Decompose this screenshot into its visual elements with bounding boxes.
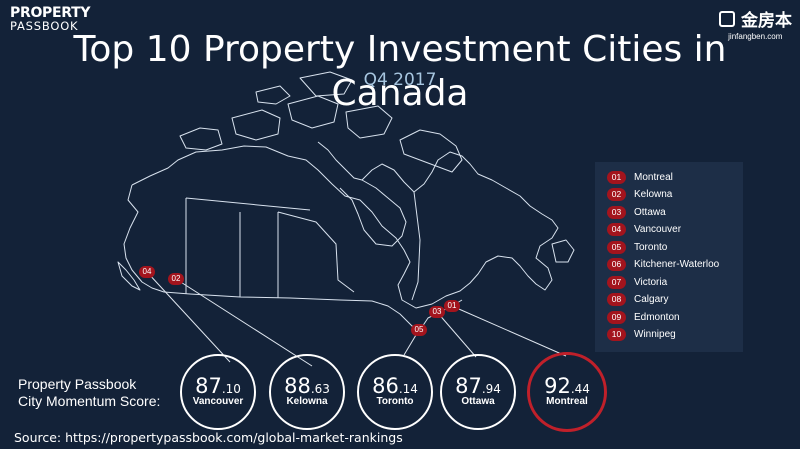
provincial-borders [185, 191, 421, 301]
score-integer: 86 [372, 374, 399, 398]
legend-city: Vancouver [634, 224, 682, 235]
score-value: 86.14 [359, 374, 431, 398]
connector-montreal [451, 305, 567, 357]
score-integer: 92 [544, 374, 571, 398]
legend-number: 01 [607, 170, 626, 184]
page-title: Top 10 Property Investment Cities in Can… [73, 29, 727, 114]
arctic-island-4 [345, 105, 393, 139]
score-circle-vancouver: 87.10 Vancouver [180, 354, 256, 430]
score-label-line1: Property Passbook [18, 376, 137, 392]
mainland-outline [131, 141, 559, 309]
legend-city: Victoria [634, 276, 668, 288]
partner-logo: 金房本 jinfangben.com [718, 6, 792, 41]
arctic-island-6 [255, 85, 291, 105]
legend-item: 06 Kitchener-Waterloo [607, 258, 719, 272]
score-decimal: .63 [310, 382, 330, 396]
partner-badge-icon [718, 10, 735, 27]
score-value: 87.94 [442, 374, 514, 398]
legend-city: Kelowna [634, 189, 673, 200]
legend-city: Toronto [634, 241, 668, 253]
brand-line2: PASSBOOK [10, 19, 79, 33]
score-city: Toronto [376, 396, 414, 407]
score-integer: 87 [455, 374, 482, 398]
partner-url: jinfangben.com [728, 32, 783, 41]
legend-number: 04 [607, 223, 626, 236]
baffin-island [399, 129, 463, 173]
partner-name: 金房本 [741, 11, 792, 31]
score-city: Ottawa [461, 396, 495, 407]
connector-kelowna [175, 278, 313, 367]
legend-number: 06 [607, 258, 626, 271]
legend-item: 09 Edmonton [607, 310, 680, 324]
legend-city: Edmonton [634, 311, 680, 323]
score-decimal: .10 [221, 382, 241, 396]
arctic-island-5 [299, 71, 353, 97]
legend-city: Winnipeg [634, 329, 676, 340]
map-marker-vancouver: 04 [139, 266, 155, 278]
legend-number: 03 [607, 205, 626, 219]
score-city: Vancouver [192, 396, 244, 407]
legend-item: 02 Kelowna [607, 188, 672, 202]
brand-logo: PROPERTY PASSBOOK [10, 5, 91, 33]
connector-vancouver [146, 271, 231, 363]
legend-panel: 01 Montreal 02 Kelowna 03 Ottawa 04 Vancouve… [595, 162, 743, 352]
vancouver-island [117, 261, 141, 291]
map-marker-kelowna: 02 [168, 273, 184, 285]
score-value: 87.10 [182, 374, 254, 398]
map-marker-montreal: 01 [444, 300, 460, 312]
score-circle-montreal: 92.44 Montreal [527, 352, 607, 432]
map-marker-ottawa: 03 [429, 306, 445, 318]
newfoundland [551, 239, 575, 263]
score-integer: 87 [195, 374, 222, 398]
hudson-bay [339, 179, 407, 247]
legend-city: Montreal [634, 171, 673, 183]
score-circle-toronto: 86.14 Toronto [357, 354, 433, 430]
score-decimal: .94 [481, 382, 501, 396]
legend-item: 08 Calgary [607, 293, 668, 307]
legend-item: 03 Ottawa [607, 205, 666, 219]
score-city: Montreal [546, 396, 588, 407]
legend-city: Ottawa [634, 206, 666, 218]
legend-number: 05 [607, 240, 626, 254]
legend-city: Kitchener-Waterloo [634, 259, 720, 270]
score-city: Kelowna [286, 396, 328, 407]
score-decimal: .14 [398, 382, 418, 396]
legend-number: 10 [607, 328, 626, 341]
score-label: Property Passbook City Momentum Score: [18, 376, 160, 410]
legend-number: 07 [607, 275, 626, 289]
score-decimal: .44 [570, 382, 590, 396]
legend-item: 05 Toronto [607, 240, 667, 254]
legend-city: Calgary [634, 294, 669, 305]
map-marker-toronto: 05 [411, 324, 427, 336]
source-note: Source: https://propertypassbook.com/glo… [14, 430, 403, 445]
page-subtitle: Q4 2017 [363, 70, 437, 90]
score-circle-ottawa: 87.94 Ottawa [440, 354, 516, 430]
legend-item: 10 Winnipeg [607, 328, 676, 342]
legend-item: 04 Vancouver [607, 223, 681, 237]
arctic-island-1 [179, 127, 223, 151]
legend-item: 07 Victoria [607, 275, 667, 289]
legend-number: 02 [607, 188, 626, 201]
brand-line1: PROPERTY [10, 5, 91, 21]
connector-ottawa [436, 311, 477, 358]
score-circle-kelowna: 88.63 Kelowna [269, 354, 345, 430]
legend-number: 08 [607, 293, 626, 306]
legend-number: 09 [607, 310, 626, 324]
score-integer: 88 [284, 374, 311, 398]
score-value: 92.44 [530, 374, 604, 398]
score-value: 88.63 [271, 374, 343, 398]
west-coast-border [123, 184, 463, 331]
legend-item: 01 Montreal [607, 170, 673, 184]
score-label-line2: City Momentum Score: [18, 393, 161, 409]
arctic-island-2 [231, 109, 281, 141]
